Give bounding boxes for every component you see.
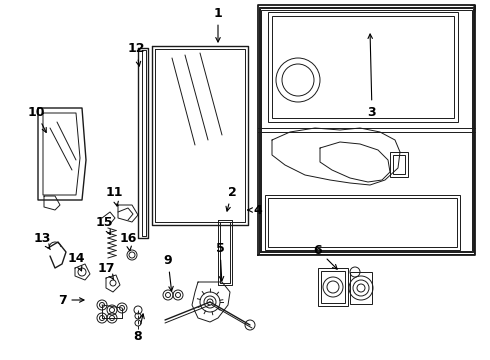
Bar xyxy=(350,272,372,304)
Text: 16: 16 xyxy=(119,231,137,251)
Bar xyxy=(321,271,345,303)
Bar xyxy=(390,152,408,177)
Bar xyxy=(265,195,460,250)
Text: 13: 13 xyxy=(33,231,50,249)
Text: 17: 17 xyxy=(97,261,115,280)
Bar xyxy=(318,268,348,306)
Bar xyxy=(393,155,405,174)
Bar xyxy=(268,12,458,122)
Text: 3: 3 xyxy=(368,34,376,118)
Bar xyxy=(272,16,454,118)
Text: 2: 2 xyxy=(226,185,236,211)
Text: 7: 7 xyxy=(58,293,84,306)
Text: 5: 5 xyxy=(216,242,224,281)
Text: 8: 8 xyxy=(134,314,144,342)
Bar xyxy=(268,198,457,247)
Text: 14: 14 xyxy=(67,252,85,271)
Text: 4: 4 xyxy=(248,203,262,216)
Text: 10: 10 xyxy=(27,105,46,132)
Text: 11: 11 xyxy=(105,185,123,206)
Text: 15: 15 xyxy=(95,216,113,234)
Text: 1: 1 xyxy=(214,6,222,42)
Text: 6: 6 xyxy=(314,243,337,269)
Text: 9: 9 xyxy=(164,253,173,291)
Text: 12: 12 xyxy=(127,41,145,66)
